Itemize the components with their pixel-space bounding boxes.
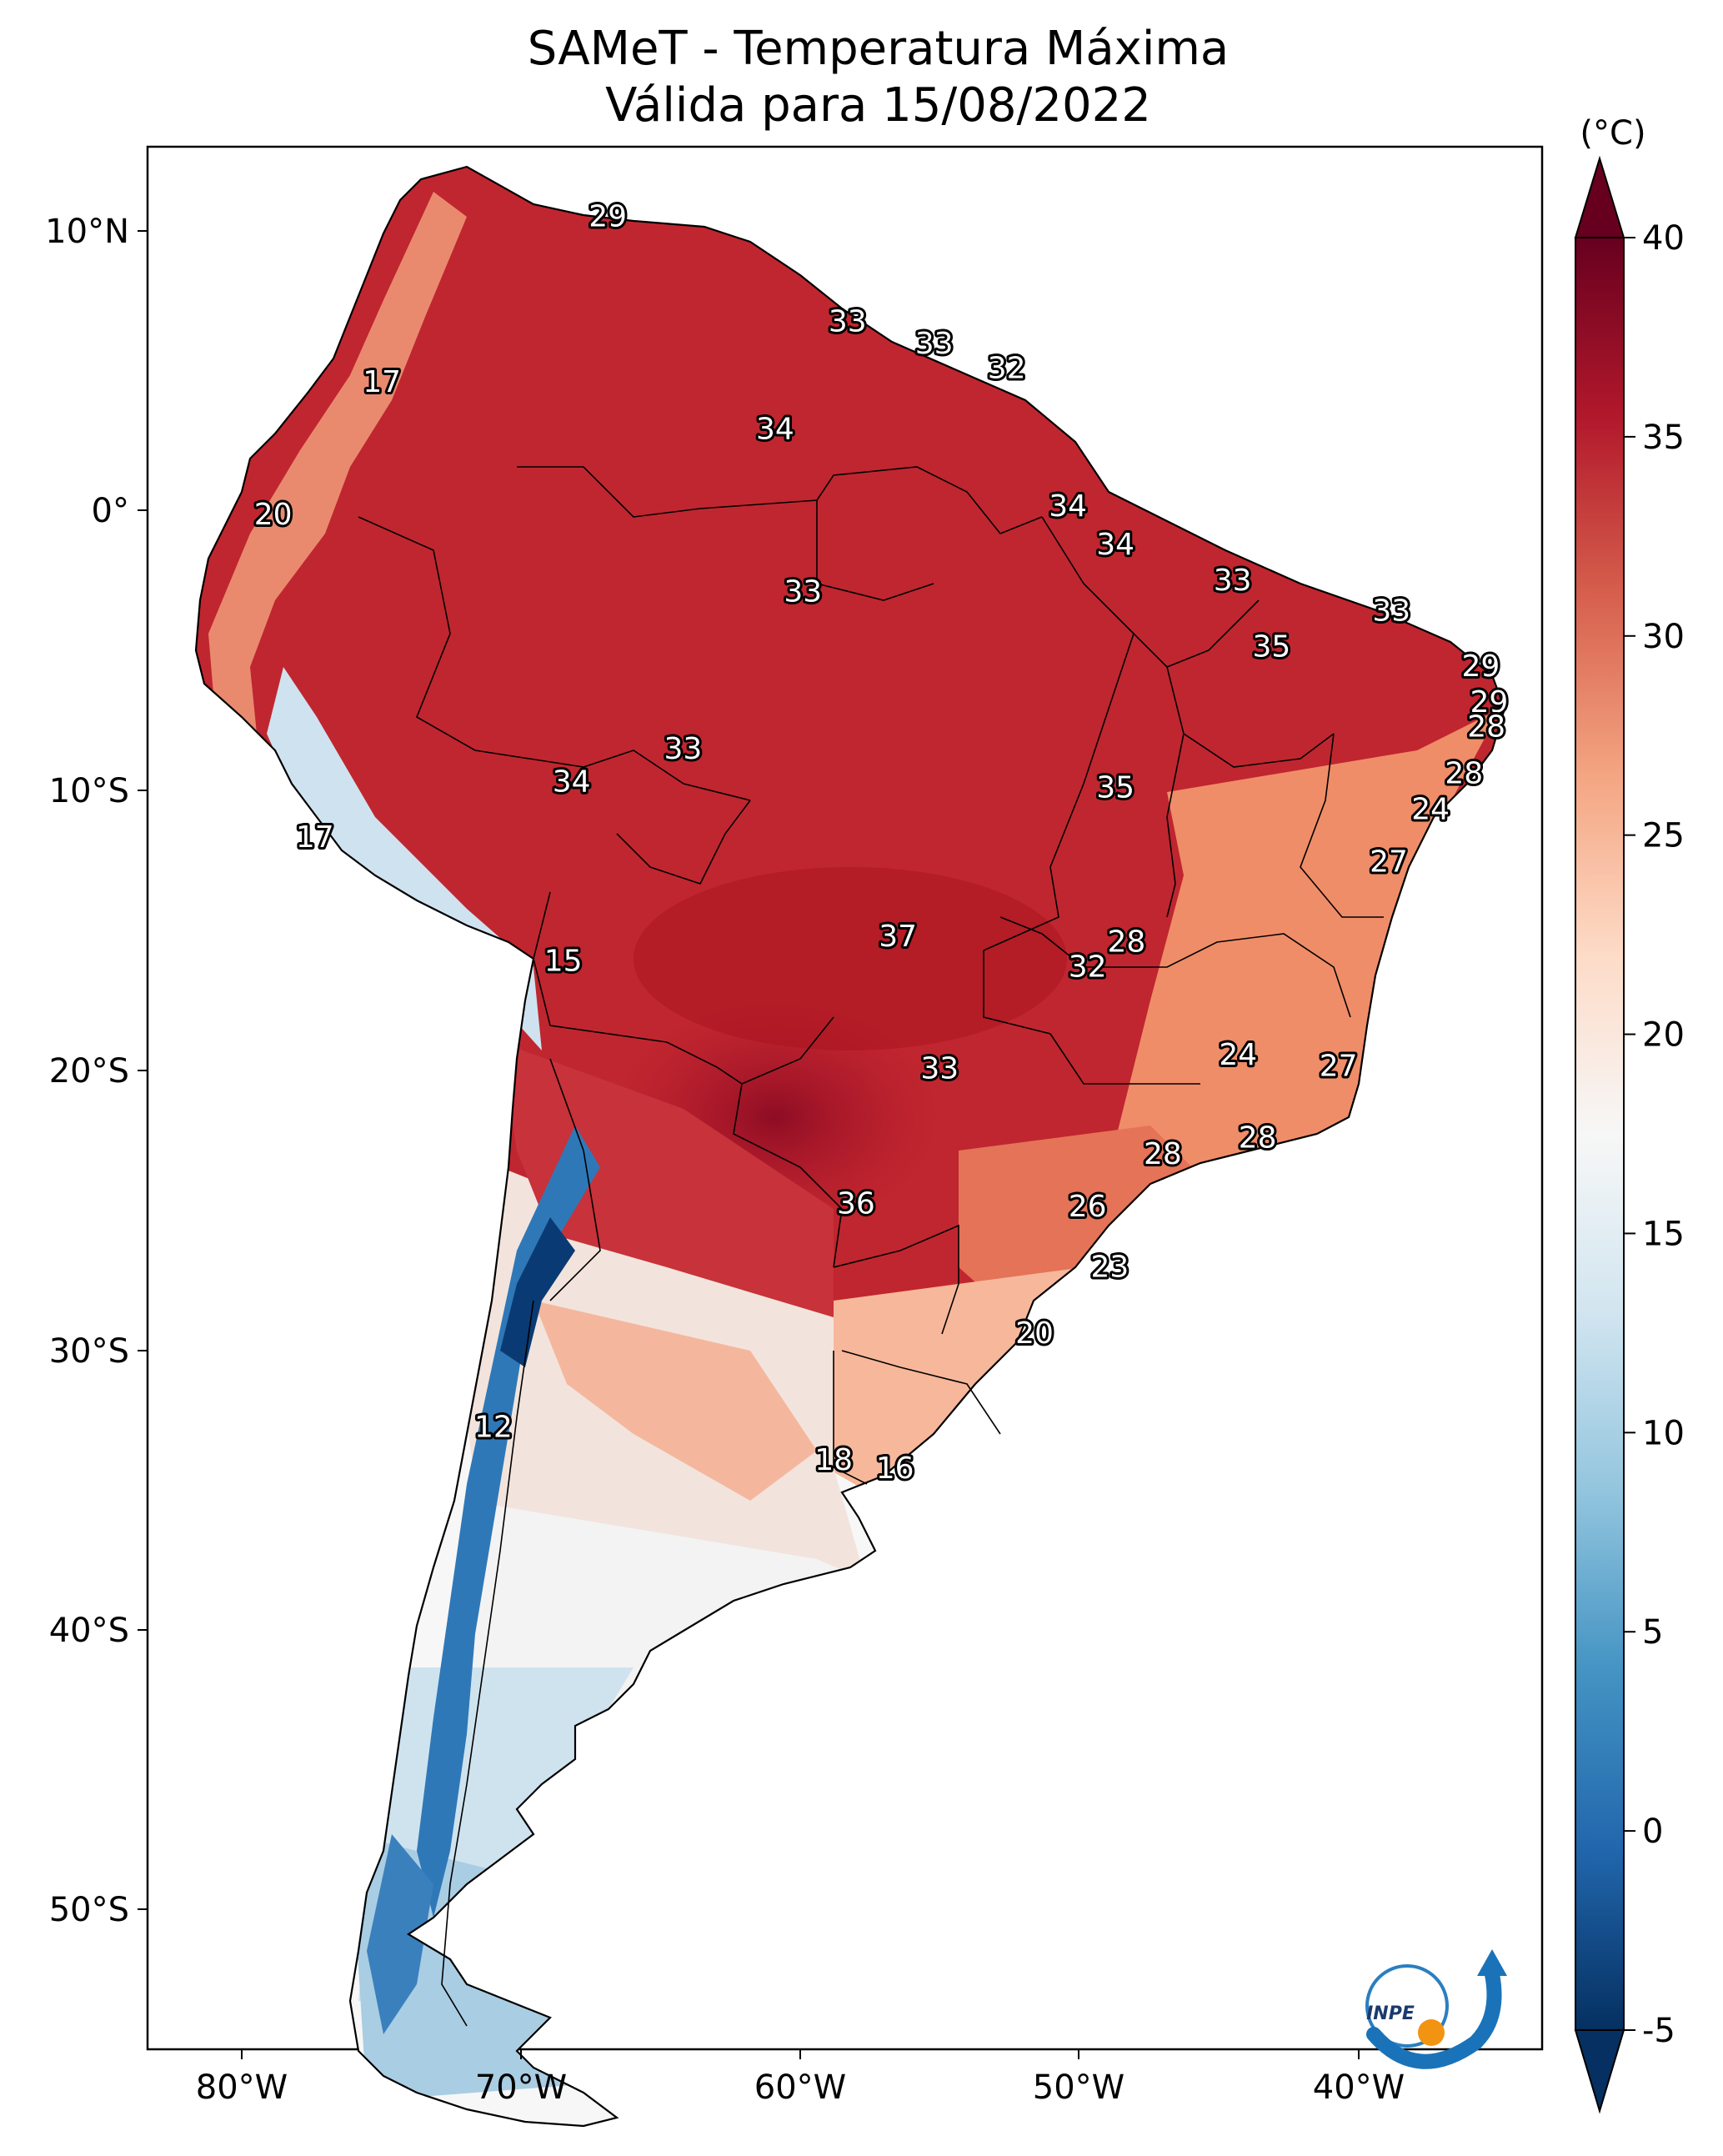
station-temp-label: 17 [363,365,401,399]
colorbar: (°C) 40 35 30 25 20 15 10 5 0 -5 [1574,114,1685,2114]
inpe-logo: INPE [1365,1949,1507,2069]
svg-text:10°S: 10°S [49,772,129,810]
map-title: SAMeT - Temperatura Máxima [527,22,1230,76]
svg-text:70°W: 70°W [475,2068,567,2107]
station-temp-label: 28 [1239,1121,1277,1155]
colorbar-tick-label: 40 [1642,219,1685,258]
colorbar-min-extend [1574,2029,1625,2114]
station-temp-label: 29 [1470,685,1508,720]
station-temp-label: 34 [553,765,591,800]
svg-text:50°W: 50°W [1033,2068,1124,2107]
station-temp-label: 24 [1411,793,1450,827]
station-temp-label: 26 [1069,1190,1107,1224]
colorbar-ticks: 40 35 30 25 20 15 10 5 0 -5 [1624,219,1685,2050]
lat-tick: 50°S [49,1891,148,1929]
lon-tick: 80°W [196,2049,288,2107]
station-temp-label: 24 [1219,1038,1257,1072]
station-temp-label: 33 [1214,564,1252,598]
station-temp-label: 17 [296,820,334,855]
station-temp-label: 37 [879,920,917,954]
station-temp-label: 36 [837,1187,875,1221]
station-temp-label: 33 [784,575,822,609]
station-temp-label: 34 [1096,528,1134,562]
station-temp-label: 27 [1320,1049,1358,1083]
station-temp-label: 27 [1370,845,1408,880]
colorbar-gradient [1575,237,1625,2031]
logo-ring [1365,1964,1449,2048]
colorbar-tick-label: 25 [1642,817,1685,855]
lat-tick: 0° [92,492,148,530]
colorbar-tick-label: 5 [1642,1613,1663,1652]
svg-text:30°S: 30°S [49,1332,129,1371]
station-temp-label: 28 [1445,757,1483,791]
colorbar-tick-label: -5 [1642,2012,1675,2050]
station-temp-label: 35 [1096,770,1134,805]
station-temp-label: 18 [814,1443,853,1477]
lon-tick: 40°W [1313,2049,1405,2107]
station-temp-label: 28 [1467,710,1505,745]
station-temp-label: 33 [915,327,954,361]
station-temp-label: 12 [474,1411,513,1445]
station-temp-label: 33 [829,304,867,338]
station-temp-label: 28 [1107,925,1145,960]
lat-tick: 30°S [49,1332,148,1371]
station-temp-label: 33 [920,1052,959,1086]
station-temp-label: 32 [1069,950,1107,984]
station-temp-label: 33 [664,732,702,766]
station-temp-label: 35 [1252,630,1290,664]
lon-tick: 60°W [754,2049,846,2107]
colorbar-tick-label: 20 [1642,1016,1685,1055]
station-temp-label: 16 [876,1452,914,1486]
station-temp-label: 20 [254,498,293,532]
station-temp-label: 29 [589,200,627,234]
svg-text:40°S: 40°S [49,1612,129,1650]
svg-text:40°W: 40°W [1313,2068,1405,2107]
station-temp-label: 32 [988,352,1026,386]
logo-text: INPE [1366,2003,1415,2024]
colorbar-tick-label: 0 [1642,1813,1663,1851]
station-temp-label: 29 [1461,649,1500,684]
map-subtitle: Válida para 15/08/2022 [605,78,1151,133]
svg-text:20°S: 20°S [49,1052,129,1091]
svg-text:50°S: 50°S [49,1891,129,1929]
lat-tick: 40°S [49,1612,148,1650]
logo-swoosh [1366,1967,1502,2069]
svg-text:80°W: 80°W [196,2068,288,2107]
station-temp-label: 23 [1090,1251,1129,1285]
svg-text:10°N: 10°N [45,213,129,251]
station-temp-label: 34 [756,412,794,446]
svg-text:0°: 0° [92,492,129,530]
station-temp-label: 34 [1049,489,1087,524]
station-temp-label: 15 [544,945,583,979]
colorbar-tick-label: 30 [1642,618,1685,656]
lat-tick: 20°S [49,1052,148,1091]
colorbar-max-extend [1574,155,1625,238]
logo-arrow-icon [1477,1949,1507,1976]
y-axis: 10°N 0° 10°S 20°S 30°S 40°S 50°S [45,213,148,1929]
lon-tick: 50°W [1033,2049,1124,2107]
colorbar-tick-label: 15 [1642,1215,1685,1253]
station-temp-label: 20 [1015,1316,1054,1351]
lat-tick: 10°N [45,213,148,251]
x-axis: 80°W 70°W 60°W 50°W 40°W [196,2049,1405,2107]
colorbar-unit: (°C) [1580,114,1645,153]
country-borders [194,165,1506,2128]
logo-sun-icon [1418,2019,1445,2046]
station-temp-label: 33 [1372,594,1410,629]
lat-tick: 10°S [49,772,148,810]
station-temp-label: 28 [1144,1137,1182,1171]
colorbar-tick-label: 10 [1642,1414,1685,1452]
lon-tick: 70°W [475,2049,567,2107]
colorbar-tick-label: 35 [1642,419,1685,457]
svg-text:60°W: 60°W [754,2068,846,2107]
